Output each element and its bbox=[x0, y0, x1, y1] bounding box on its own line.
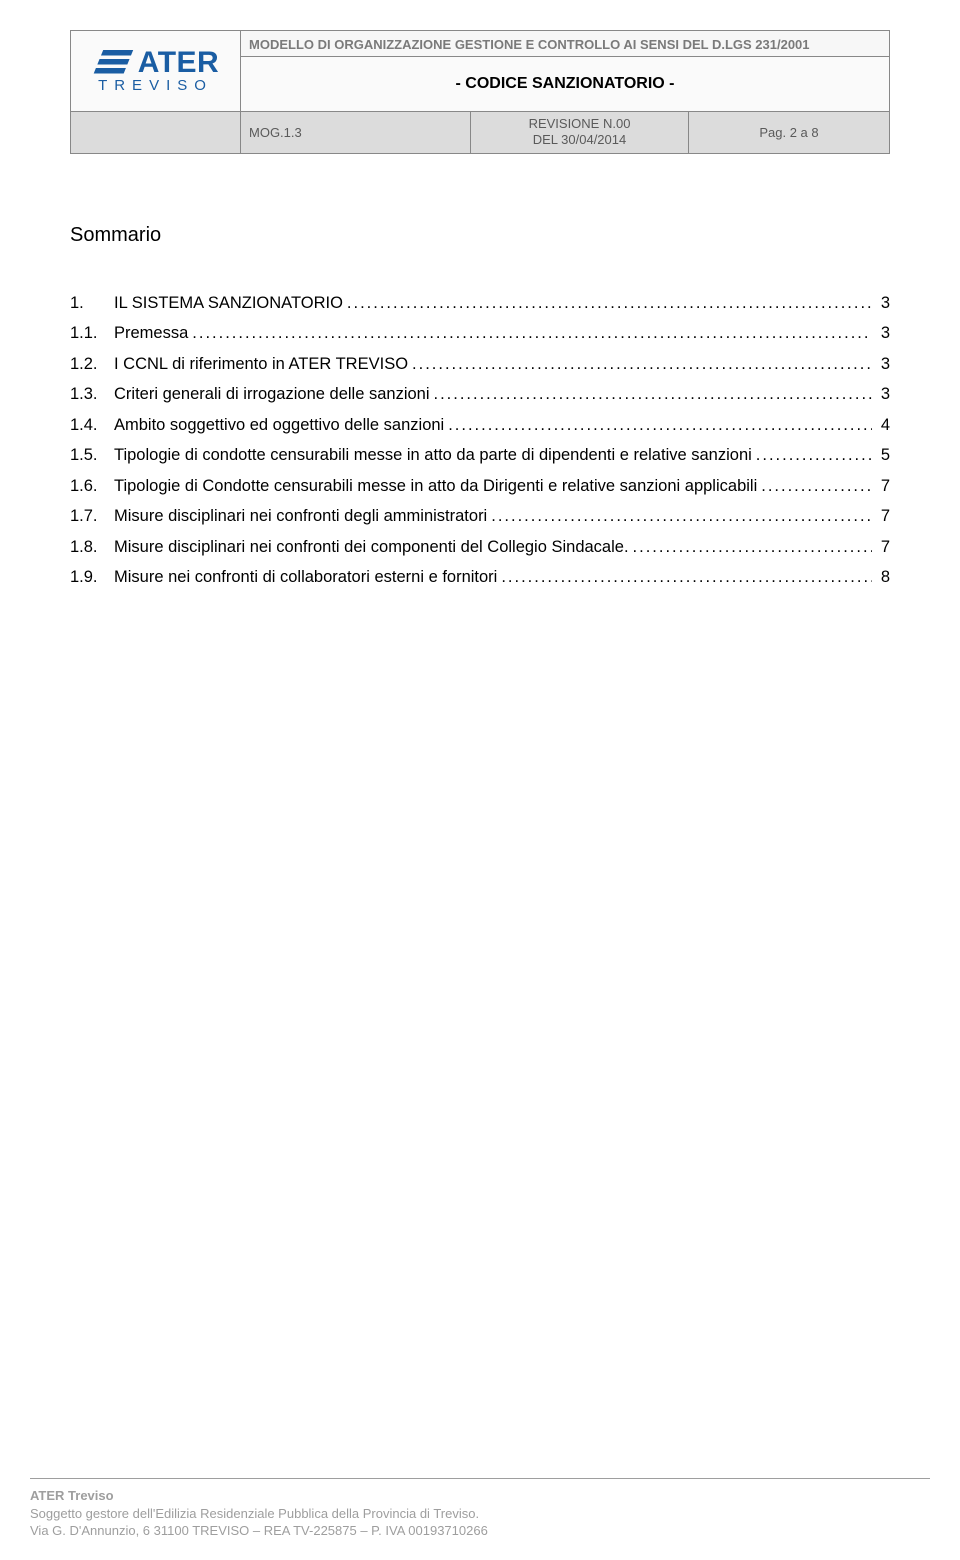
toc-page: 8 bbox=[872, 569, 890, 586]
header-right: MODELLO DI ORGANIZZAZIONE GESTIONE E CON… bbox=[241, 31, 889, 111]
toc-page: 3 bbox=[872, 386, 890, 403]
header-revision-line1: REVISIONE N.00 bbox=[479, 116, 680, 132]
toc-label: Tipologie di condotte censurabili messe … bbox=[114, 447, 752, 464]
header-revision-line2: DEL 30/04/2014 bbox=[479, 132, 680, 148]
toc-leader bbox=[343, 295, 872, 312]
toc-label: Misure disciplinari nei confronti dei co… bbox=[114, 539, 629, 556]
toc-label: Ambito soggettivo ed oggettivo delle san… bbox=[114, 417, 444, 434]
toc-page: 3 bbox=[872, 295, 890, 312]
toc-num: 1.2. bbox=[70, 356, 114, 373]
footer-line3: Via G. D'Annunzio, 6 31100 TREVISO – REA… bbox=[30, 1522, 930, 1540]
toc-label: Misure disciplinari nei confronti degli … bbox=[114, 508, 487, 525]
toc-label: Criteri generali di irrogazione delle sa… bbox=[114, 386, 430, 403]
toc-num: 1.3. bbox=[70, 386, 114, 403]
toc-page: 4 bbox=[872, 417, 890, 434]
toc-label: IL SISTEMA SANZIONATORIO bbox=[114, 295, 343, 312]
header-doc-code: MOG.1.3 bbox=[241, 112, 471, 153]
toc-page: 7 bbox=[872, 508, 890, 525]
toc-num: 1. bbox=[70, 295, 114, 312]
toc-label: I CCNL di riferimento in ATER TREVISO bbox=[114, 356, 408, 373]
toc-label: Misure nei confronti di collaboratori es… bbox=[114, 569, 497, 586]
logo-text-treviso: TREVISO bbox=[98, 77, 213, 94]
toc: 1. IL SISTEMA SANZIONATORIO 3 1.1. Preme… bbox=[70, 295, 890, 586]
toc-row: 1.8. Misure disciplinari nei confronti d… bbox=[70, 539, 890, 556]
toc-leader bbox=[497, 569, 872, 586]
toc-num: 1.6. bbox=[70, 478, 114, 495]
toc-row: 1. IL SISTEMA SANZIONATORIO 3 bbox=[70, 295, 890, 312]
logo-bars-icon bbox=[92, 48, 136, 78]
toc-leader bbox=[444, 417, 872, 434]
toc-page: 3 bbox=[872, 325, 890, 342]
document-header: ATER TREVISO MODELLO DI ORGANIZZAZIONE G… bbox=[70, 30, 890, 154]
toc-page: 7 bbox=[872, 539, 890, 556]
page: ATER TREVISO MODELLO DI ORGANIZZAZIONE G… bbox=[0, 0, 960, 1560]
footer-line2: Soggetto gestore dell'Edilizia Residenzi… bbox=[30, 1505, 930, 1523]
logo-cell: ATER TREVISO bbox=[71, 31, 241, 111]
toc-label: Tipologie di Condotte censurabili messe … bbox=[114, 478, 757, 495]
ater-logo: ATER TREVISO bbox=[92, 48, 219, 94]
footer-line1: ATER Treviso bbox=[30, 1487, 930, 1505]
toc-num: 1.9. bbox=[70, 569, 114, 586]
toc-row: 1.4. Ambito soggettivo ed oggettivo dell… bbox=[70, 417, 890, 434]
toc-num: 1.4. bbox=[70, 417, 114, 434]
toc-leader bbox=[629, 539, 872, 556]
header-title-line1: MODELLO DI ORGANIZZAZIONE GESTIONE E CON… bbox=[241, 31, 889, 57]
toc-num: 1.5. bbox=[70, 447, 114, 464]
header-page-label: Pag. 2 a 8 bbox=[689, 112, 889, 153]
toc-leader bbox=[430, 386, 873, 403]
toc-label: Premessa bbox=[114, 325, 188, 342]
toc-page: 7 bbox=[872, 478, 890, 495]
page-footer: ATER Treviso Soggetto gestore dell'Edili… bbox=[30, 1478, 930, 1540]
toc-row: 1.2. I CCNL di riferimento in ATER TREVI… bbox=[70, 356, 890, 373]
toc-leader bbox=[757, 478, 872, 495]
toc-page: 5 bbox=[872, 447, 890, 464]
header-revision: REVISIONE N.00 DEL 30/04/2014 bbox=[471, 112, 689, 153]
header-row-1: ATER TREVISO MODELLO DI ORGANIZZAZIONE G… bbox=[71, 31, 889, 112]
toc-leader bbox=[188, 325, 872, 342]
toc-heading: Sommario bbox=[70, 224, 890, 247]
toc-row: 1.6. Tipologie di Condotte censurabili m… bbox=[70, 478, 890, 495]
toc-leader bbox=[408, 356, 872, 373]
header-row-2: MOG.1.3 REVISIONE N.00 DEL 30/04/2014 Pa… bbox=[71, 112, 889, 153]
toc-num: 1.7. bbox=[70, 508, 114, 525]
logo-text-ater: ATER bbox=[138, 50, 219, 76]
header-title-line2: - CODICE SANZIONATORIO - bbox=[241, 57, 889, 111]
toc-leader bbox=[752, 447, 872, 464]
toc-row: 1.7. Misure disciplinari nei confronti d… bbox=[70, 508, 890, 525]
toc-row: 1.1. Premessa 3 bbox=[70, 325, 890, 342]
logo-top: ATER bbox=[92, 48, 219, 78]
toc-row: 1.9. Misure nei confronti di collaborato… bbox=[70, 569, 890, 586]
toc-row: 1.3. Criteri generali di irrogazione del… bbox=[70, 386, 890, 403]
toc-row: 1.5. Tipologie di condotte censurabili m… bbox=[70, 447, 890, 464]
toc-num: 1.1. bbox=[70, 325, 114, 342]
toc-leader bbox=[487, 508, 872, 525]
toc-num: 1.8. bbox=[70, 539, 114, 556]
toc-page: 3 bbox=[872, 356, 890, 373]
header-empty-cell bbox=[71, 112, 241, 153]
